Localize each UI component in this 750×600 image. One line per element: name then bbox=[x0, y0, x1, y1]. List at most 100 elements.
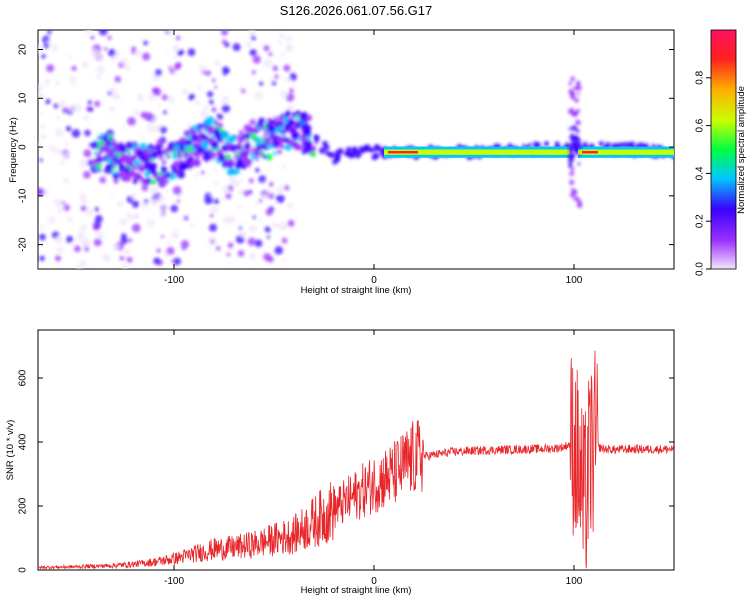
spectrogram-cell bbox=[93, 224, 100, 231]
spectrogram-cell bbox=[112, 173, 119, 180]
spectrogram-cell bbox=[214, 85, 218, 89]
spectrogram-cell bbox=[76, 264, 82, 269]
spectrogram-cell bbox=[176, 246, 181, 250]
spectrogram-cell bbox=[140, 165, 145, 171]
spectrogram-cell bbox=[274, 74, 279, 79]
spectrogram-cell bbox=[104, 146, 111, 153]
spectrogram-cell bbox=[570, 167, 575, 172]
spectrogram-cell bbox=[224, 42, 230, 48]
spectrogram-cell bbox=[213, 121, 218, 126]
spectrogram-cell bbox=[38, 264, 40, 268]
spectrogram-cell bbox=[375, 144, 381, 151]
spectrogram-cell bbox=[95, 165, 99, 170]
spectrogram-cell bbox=[135, 50, 142, 57]
spectrogram-cell bbox=[110, 195, 115, 199]
spectrogram-cell bbox=[177, 154, 183, 160]
spectrogram-cell bbox=[47, 216, 56, 225]
spectrogram-cell bbox=[120, 57, 129, 66]
spectrogram-cell bbox=[282, 116, 289, 123]
spectrogram-cell bbox=[71, 242, 75, 247]
spectrogram-cell bbox=[202, 70, 206, 75]
spectrogram-cell bbox=[72, 103, 82, 113]
spectrogram-cell bbox=[178, 49, 185, 55]
spectrogram-cell bbox=[249, 159, 253, 163]
spectrogram-cell bbox=[102, 135, 108, 142]
spectrogram-cell bbox=[221, 30, 229, 36]
spectrogram-cell bbox=[53, 103, 59, 109]
spectrogram-cell bbox=[197, 86, 203, 91]
spectrogram-cell bbox=[109, 106, 116, 113]
spectrogram-cell bbox=[126, 145, 130, 149]
spectrogram-cell bbox=[186, 146, 194, 153]
spectrogram-cell bbox=[307, 131, 312, 136]
spectrogram-cell bbox=[165, 50, 169, 54]
spectrogram-cell bbox=[528, 142, 532, 146]
spectrogram-cell bbox=[283, 64, 291, 72]
spectrogram-cell bbox=[187, 48, 196, 57]
spectrogram-cell bbox=[571, 125, 578, 131]
spectrogram-cell bbox=[85, 208, 94, 217]
spectrogram-cell bbox=[226, 252, 231, 257]
spectrogram-cell bbox=[40, 53, 46, 59]
spectrogram-cell bbox=[91, 141, 99, 149]
spectrogram-cell bbox=[39, 94, 46, 100]
spectrogram-cell bbox=[183, 215, 189, 221]
spectrogram-cell bbox=[124, 64, 131, 71]
spectrogram-cell bbox=[139, 142, 147, 150]
spectrogram-cell bbox=[141, 184, 149, 192]
snr-xtick-label: 100 bbox=[566, 576, 583, 587]
spectrogram-cell bbox=[271, 80, 277, 86]
spectrogram-cell bbox=[211, 107, 217, 113]
spectrogram-cell bbox=[346, 151, 352, 158]
spectrogram-cell bbox=[248, 178, 254, 184]
spectrogram-cell bbox=[127, 116, 136, 126]
spectrogram-cell bbox=[175, 62, 182, 69]
spectrogram-cell bbox=[111, 140, 117, 146]
spectrogram-cell bbox=[202, 127, 207, 132]
spectrogram-cell bbox=[146, 123, 156, 133]
spectrogram-cell bbox=[39, 255, 45, 262]
spectrogram-cell bbox=[54, 148, 62, 155]
spectrogram-cell bbox=[253, 148, 261, 157]
spectrogram-cell bbox=[215, 246, 221, 251]
spectrogram-cell bbox=[250, 144, 254, 148]
spectrogram-cell bbox=[569, 192, 575, 198]
spectrogram-cell bbox=[159, 126, 167, 134]
spectrogram-cell bbox=[120, 233, 127, 240]
spectrogram-cell bbox=[79, 159, 88, 168]
spectrogram-cell bbox=[570, 107, 574, 112]
spectrogram-cell bbox=[183, 130, 191, 137]
spectrogram-cell bbox=[219, 139, 224, 143]
spectrogram-cell bbox=[577, 199, 582, 205]
spectrogram-cell bbox=[568, 163, 573, 167]
spectrogram-cell bbox=[140, 178, 148, 185]
spectrogram-cell bbox=[187, 122, 191, 127]
spectrogram-cell bbox=[113, 178, 119, 184]
spectrogram-cell bbox=[226, 168, 235, 177]
spectrogram-cell bbox=[131, 171, 137, 178]
spectrogram-cell bbox=[150, 151, 158, 159]
spectrogram-cell bbox=[130, 46, 137, 53]
spectrogram-cell bbox=[214, 59, 221, 66]
spectrogram-cell bbox=[101, 253, 110, 262]
spectrogram-cell bbox=[67, 55, 72, 60]
spectrogram-cell bbox=[322, 140, 328, 147]
snr-ytick-label: 200 bbox=[18, 497, 29, 514]
spectrogram-cell bbox=[287, 219, 295, 227]
spectrogram-cell bbox=[244, 142, 251, 149]
spectrogram-cell bbox=[151, 116, 158, 123]
colorbar-tick-label: 0.2 bbox=[695, 214, 706, 228]
spectrogram-cell bbox=[120, 237, 128, 245]
spectrogram-cell bbox=[131, 193, 137, 200]
spectrogram-xlabel: Height of straight line (km) bbox=[301, 285, 412, 296]
spectrogram-cell bbox=[66, 216, 73, 223]
spectrogram-cell bbox=[166, 154, 171, 159]
spectrogram-cell bbox=[280, 90, 288, 99]
snr-ylabel: SNR (10 * v/v) bbox=[5, 420, 16, 481]
spectrogram-cell bbox=[44, 78, 51, 86]
spectrogram-cell bbox=[210, 141, 219, 150]
snr-panel: -100 0 100 0 200 400 600 Height of straight li… bbox=[5, 329, 675, 596]
spectrogram-cell bbox=[288, 119, 296, 126]
spectrogram-cell bbox=[134, 213, 139, 218]
